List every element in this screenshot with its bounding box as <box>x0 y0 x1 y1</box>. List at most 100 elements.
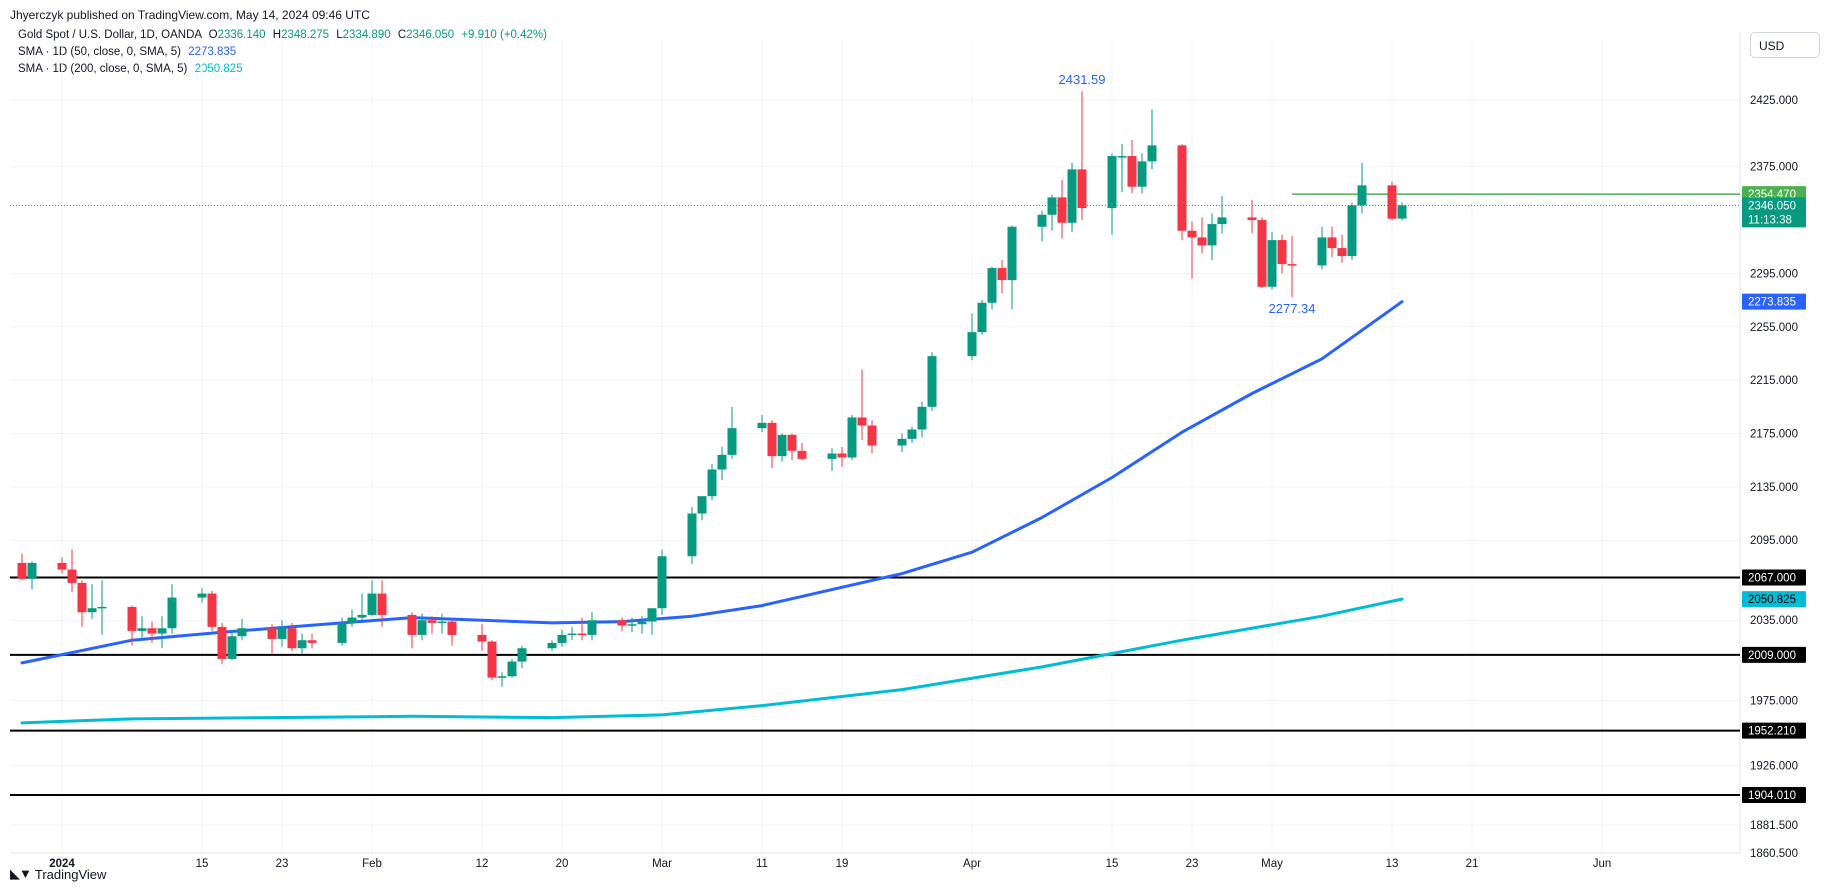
brand-label: TradingView <box>34 866 107 882</box>
legend-sma50-label: SMA · 1D (50, close, 0, SMA, 5) <box>18 46 181 58</box>
price-axis-label: 2255.000 <box>1750 322 1798 334</box>
candle-body <box>1197 237 1207 246</box>
time-axis-label: 13 <box>1386 858 1399 870</box>
sma50-price-tag-bg <box>1742 293 1806 310</box>
candle-body <box>1207 224 1217 246</box>
price-axis-label: 1975.000 <box>1750 695 1798 707</box>
level-price-tag-bg <box>1742 722 1806 739</box>
sma200-price-tag: 2050.825 <box>1748 594 1796 606</box>
candle-body <box>407 614 417 635</box>
candle-body <box>1387 185 1397 219</box>
price-axis-label: 2425.000 <box>1750 95 1798 107</box>
legend-sma50-row[interactable]: SMA · 1D (50, close, 0, SMA, 5) 2273.835 <box>18 46 236 58</box>
candle-body <box>1337 248 1347 257</box>
candle-body <box>417 620 427 635</box>
candle-body <box>307 640 317 643</box>
candle-body <box>507 661 517 677</box>
candle-body <box>757 422 767 429</box>
time-axis-label: 20 <box>556 858 569 870</box>
time-axis-label: 12 <box>476 858 489 870</box>
legend-sma200-label: SMA · 1D (200, close, 0, SMA, 5) <box>18 63 188 75</box>
tradingview-brand[interactable]: ◣▼ TradingView <box>10 866 106 882</box>
last-price-tag-bg <box>1742 197 1806 228</box>
candle-body <box>1317 237 1327 266</box>
candle-body <box>297 640 307 649</box>
candle-body <box>797 450 807 459</box>
candle-body <box>987 268 997 303</box>
candle-body <box>1137 161 1147 187</box>
candle-body <box>867 425 877 446</box>
price-axis-label: 2095.000 <box>1750 535 1798 547</box>
price-axis-label: 2175.000 <box>1750 428 1798 440</box>
candle-body <box>977 302 987 333</box>
candle-body <box>487 641 497 678</box>
time-axis-label: May <box>1261 858 1283 870</box>
candle-body <box>337 622 347 643</box>
candle-body <box>27 562 37 579</box>
time-axis-label: Mar <box>652 858 672 870</box>
candle-body <box>697 496 707 514</box>
publisher-line: Jhyerczyk published on TradingView.com, … <box>10 8 370 22</box>
legend-main-row: Gold Spot / U.S. Dollar, 1D, OANDA O2336… <box>18 29 547 41</box>
candle-body <box>357 614 367 618</box>
level-price-tag: 2067.000 <box>1748 573 1796 585</box>
candle-body <box>1277 240 1287 265</box>
legend-sma50-value: 2273.835 <box>188 46 237 58</box>
candle-body <box>637 621 647 625</box>
candle-body <box>497 676 507 678</box>
legend-change: +9.910 (+0.42%) <box>461 29 547 41</box>
candle-body <box>167 597 177 629</box>
time-axis-label: 15 <box>1106 858 1119 870</box>
price-axis-label: 1926.000 <box>1750 761 1798 773</box>
candle-body <box>517 648 527 662</box>
candle-body <box>427 620 437 623</box>
candle-body <box>1127 156 1137 187</box>
candle-body <box>567 633 577 636</box>
price-axis-label: 1860.500 <box>1750 848 1798 860</box>
candle-body <box>137 628 147 631</box>
tradingview-logo-icon: ◣▼ <box>10 866 32 881</box>
legend-low: 2334.890 <box>342 29 391 41</box>
currency-button[interactable]: USD <box>1750 32 1820 58</box>
candle-body <box>1077 169 1087 209</box>
candle-body <box>577 633 587 636</box>
price-extreme-label: 2277.34 <box>1269 301 1316 316</box>
candle-body <box>657 556 667 609</box>
candle-body <box>347 617 357 623</box>
candle-body <box>997 268 1007 281</box>
candle-body <box>267 628 277 639</box>
candle-body <box>237 628 247 637</box>
candle-body <box>1117 156 1127 158</box>
legend-high: 2348.275 <box>281 29 330 41</box>
sma50-price-tag: 2273.835 <box>1748 297 1796 309</box>
legend-symbol[interactable]: Gold Spot / U.S. Dollar, 1D, OANDA <box>18 29 202 41</box>
candle-body <box>477 634 487 642</box>
candle-body <box>707 469 717 497</box>
candle-body <box>547 642 557 649</box>
candle-body <box>277 628 287 639</box>
candle-body <box>857 417 867 426</box>
candle-body <box>1217 217 1227 225</box>
candle-body <box>847 417 857 458</box>
time-axis-label: Jun <box>1593 858 1612 870</box>
candle-body <box>1037 214 1047 227</box>
candle-body <box>1357 185 1367 206</box>
candle-body <box>787 434 797 451</box>
legend-close: 2346.050 <box>406 29 455 41</box>
legend-sma200-row[interactable]: SMA · 1D (200, close, 0, SMA, 5) 2050.82… <box>18 63 243 75</box>
time-axis-label: 15 <box>196 858 209 870</box>
legend-open-label: O <box>208 29 218 41</box>
candle-body <box>717 454 727 470</box>
time-axis-label: 19 <box>836 858 849 870</box>
candle-body <box>1147 145 1157 162</box>
candle-body <box>17 562 27 579</box>
legend-low-label: L <box>336 29 343 41</box>
level-price-tag-bg <box>1742 786 1806 803</box>
time-axis-label: 21 <box>1466 858 1479 870</box>
candle-body <box>1057 197 1067 223</box>
candle-body <box>627 624 637 626</box>
candle-body <box>897 438 907 446</box>
candle-body <box>777 434 787 457</box>
level-price-tag: 2009.000 <box>1748 650 1796 662</box>
